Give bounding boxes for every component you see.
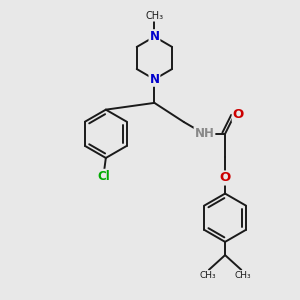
Text: O: O <box>233 108 244 121</box>
Text: Cl: Cl <box>98 170 110 183</box>
Text: NH: NH <box>194 127 214 140</box>
Text: CH₃: CH₃ <box>146 11 164 21</box>
Text: N: N <box>149 73 159 86</box>
Text: CH₃: CH₃ <box>234 271 251 280</box>
Text: CH₃: CH₃ <box>199 271 216 280</box>
Text: O: O <box>220 172 231 184</box>
Text: N: N <box>149 30 159 43</box>
